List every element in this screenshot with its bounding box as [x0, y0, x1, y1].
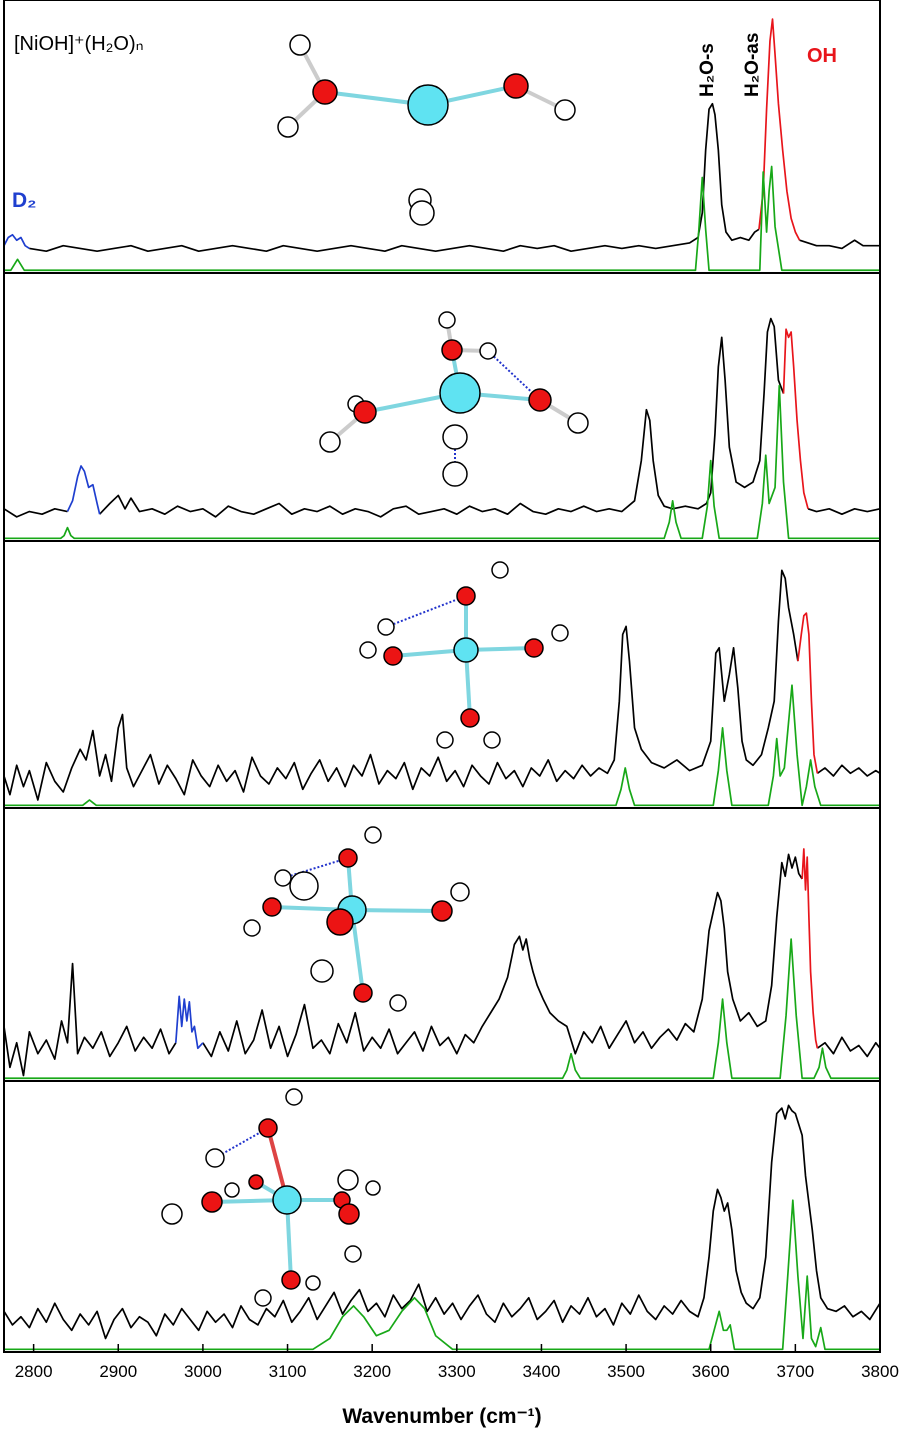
atom-h [479, 342, 497, 360]
atom-ni [407, 84, 449, 126]
atom-o [338, 848, 358, 868]
atom-h [337, 1169, 359, 1191]
x-tick-label: 3000 [184, 1362, 222, 1381]
x-tick-label: 3100 [269, 1362, 307, 1381]
atom-h [551, 624, 569, 642]
atom-o [431, 900, 453, 922]
atom-h [243, 919, 261, 937]
hydrogen-bond [282, 857, 349, 879]
atom-h [289, 34, 311, 56]
atom-o [248, 1174, 264, 1190]
spectrum-line [4, 384, 880, 540]
atom-h [224, 1182, 240, 1198]
figure-title: [NiOH]⁺(H₂O)ₙ [14, 33, 144, 55]
atom-h [344, 1245, 362, 1263]
atom-h [364, 826, 382, 844]
atom-o [460, 708, 480, 728]
x-tick-label: 3500 [607, 1362, 645, 1381]
x-tick-label: 2800 [15, 1362, 53, 1381]
atom-d [442, 461, 468, 487]
spectrum-line [29, 102, 880, 253]
spectrum-line [4, 1199, 880, 1351]
spectrum-line [758, 18, 801, 241]
atom-h [554, 99, 576, 121]
atom-o [524, 638, 544, 658]
atom-o [262, 897, 282, 917]
atom-o [456, 586, 476, 606]
spectrum-line [3, 569, 881, 801]
annotation: OH [807, 45, 837, 67]
atom-h [285, 1088, 303, 1106]
atom-o [201, 1191, 223, 1213]
atom-h [567, 412, 589, 434]
atom-o [383, 646, 403, 666]
spectrum-line [782, 328, 809, 510]
annotation: H₂O-as [742, 33, 763, 97]
atom-o [528, 388, 552, 412]
atom-o [353, 400, 377, 424]
x-tick-label: 2900 [99, 1362, 137, 1381]
atom-o [338, 1203, 360, 1225]
panel-frame [3, 1080, 881, 1353]
spectrum-line [4, 165, 880, 272]
spectrum-line [4, 684, 880, 807]
atom-h [277, 116, 299, 138]
atom-h [254, 1289, 272, 1307]
atom-o [503, 73, 529, 99]
atom-ni [439, 372, 481, 414]
hydrogen-bond [385, 595, 467, 628]
spectrum-line [3, 233, 30, 250]
spectrum-line [4, 938, 880, 1080]
atom-h [319, 431, 341, 453]
spectrum-line [3, 853, 881, 1077]
atom-h [377, 618, 395, 636]
annotation: H₂O-s [697, 43, 718, 97]
atom-h [365, 1180, 381, 1196]
atom-o [281, 1270, 301, 1290]
spectrum-line [66, 465, 101, 515]
x-tick-label: 3400 [523, 1362, 561, 1381]
atom-h [205, 1148, 225, 1168]
annotation: D₂ [12, 189, 37, 212]
spectrum-line [3, 317, 881, 518]
x-tick-label: 3700 [776, 1362, 814, 1381]
atom-h [389, 994, 407, 1012]
atom-ni [453, 637, 479, 663]
atom-h [305, 1275, 321, 1291]
x-tick-label: 3300 [438, 1362, 476, 1381]
atom-h [310, 959, 334, 983]
atom-h [491, 561, 509, 579]
atom-h [274, 869, 292, 887]
molecular-structures [161, 34, 589, 1307]
atom-h [289, 871, 319, 901]
x-tick-label: 3800 [861, 1362, 899, 1381]
atom-h [438, 311, 456, 329]
atom-o [258, 1118, 278, 1138]
x-axis-title: Wavenumber (cm⁻¹) [342, 1405, 541, 1428]
atom-o [312, 79, 338, 105]
spectrum-line [3, 1104, 881, 1340]
atom-h [436, 731, 454, 749]
panel-frame [3, 807, 881, 1082]
x-tick-label: 3600 [692, 1362, 730, 1381]
atom-h [161, 1203, 183, 1225]
atom-d [409, 200, 435, 226]
x-tick-label: 3200 [353, 1362, 391, 1381]
atom-h [450, 882, 470, 902]
atom-ni [272, 1185, 302, 1215]
atom-o [326, 908, 354, 936]
spectrum-line [801, 848, 819, 1049]
spectrum-line [797, 612, 819, 774]
atom-o [441, 339, 463, 361]
atom-d [442, 424, 468, 450]
atom-h [359, 641, 377, 659]
atom-h [483, 731, 501, 749]
spectrum-line [174, 995, 204, 1050]
atom-o [353, 983, 373, 1003]
bond [350, 908, 444, 913]
